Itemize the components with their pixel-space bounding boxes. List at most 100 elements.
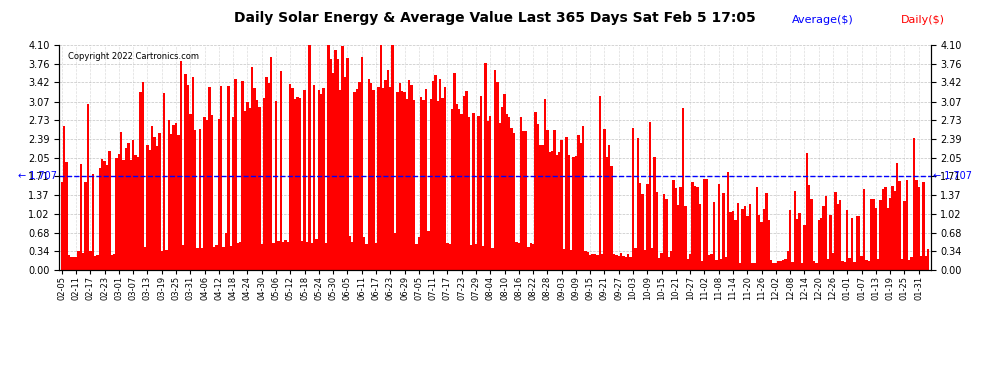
Bar — [258, 107, 260, 270]
Bar — [63, 126, 65, 270]
Bar — [408, 80, 411, 270]
Bar — [451, 110, 453, 270]
Bar — [446, 243, 448, 270]
Bar — [84, 182, 87, 270]
Bar — [225, 233, 228, 270]
Bar — [472, 113, 475, 270]
Bar — [660, 254, 663, 270]
Bar — [677, 205, 679, 270]
Bar — [460, 114, 463, 270]
Bar — [896, 163, 899, 270]
Bar — [889, 198, 891, 270]
Bar — [672, 180, 675, 270]
Bar — [340, 90, 342, 270]
Bar — [862, 189, 865, 270]
Bar — [737, 203, 739, 270]
Bar — [762, 209, 765, 270]
Bar — [630, 257, 632, 270]
Bar — [615, 255, 618, 270]
Bar — [184, 74, 187, 270]
Bar — [767, 220, 770, 270]
Bar — [730, 212, 732, 270]
Bar — [591, 254, 594, 270]
Bar — [908, 260, 911, 270]
Bar — [399, 84, 401, 270]
Bar — [723, 193, 725, 270]
Bar — [172, 125, 175, 270]
Bar — [348, 236, 351, 270]
Bar — [913, 138, 915, 270]
Bar — [230, 246, 232, 270]
Bar — [632, 128, 635, 270]
Bar — [148, 150, 151, 270]
Bar — [639, 183, 642, 270]
Bar — [251, 67, 253, 270]
Bar — [279, 71, 282, 270]
Bar — [923, 182, 925, 270]
Bar — [799, 213, 801, 270]
Bar — [351, 242, 353, 270]
Bar — [779, 261, 782, 270]
Bar — [189, 114, 191, 270]
Bar — [542, 144, 544, 270]
Bar — [637, 138, 639, 270]
Bar — [330, 59, 332, 270]
Bar — [675, 188, 677, 270]
Bar — [318, 90, 320, 270]
Bar — [423, 100, 425, 270]
Bar — [327, 45, 330, 270]
Bar — [270, 57, 272, 270]
Bar — [147, 146, 148, 270]
Bar — [82, 253, 84, 270]
Bar — [667, 258, 670, 270]
Bar — [515, 243, 518, 270]
Bar — [151, 126, 153, 270]
Bar — [558, 152, 560, 270]
Bar — [491, 248, 494, 270]
Bar — [796, 219, 799, 270]
Bar — [377, 87, 379, 270]
Bar — [218, 118, 220, 270]
Bar — [396, 92, 399, 270]
Bar — [813, 261, 815, 270]
Bar — [532, 244, 535, 270]
Bar — [911, 256, 913, 270]
Bar — [108, 151, 111, 270]
Bar — [496, 82, 499, 270]
Bar — [791, 262, 794, 270]
Bar — [565, 136, 567, 270]
Bar — [520, 117, 523, 270]
Bar — [746, 216, 748, 270]
Bar — [170, 134, 172, 270]
Bar — [918, 187, 920, 270]
Bar — [120, 132, 123, 270]
Bar — [903, 201, 906, 270]
Bar — [167, 120, 170, 270]
Bar — [758, 215, 760, 270]
Bar — [853, 262, 855, 270]
Bar — [389, 87, 391, 270]
Bar — [775, 263, 777, 270]
Bar — [425, 89, 427, 270]
Bar — [777, 261, 779, 270]
Bar — [891, 186, 894, 270]
Bar — [235, 79, 237, 270]
Text: Copyright 2022 Cartronics.com: Copyright 2022 Cartronics.com — [68, 52, 199, 61]
Bar — [884, 187, 887, 270]
Bar — [691, 182, 694, 270]
Bar — [867, 261, 870, 270]
Bar — [743, 206, 746, 270]
Bar — [177, 135, 179, 270]
Bar — [439, 79, 442, 270]
Bar — [337, 59, 340, 270]
Bar — [711, 254, 713, 270]
Bar — [870, 199, 872, 270]
Bar — [915, 180, 918, 270]
Bar — [387, 70, 389, 270]
Bar — [642, 194, 644, 270]
Bar — [406, 99, 408, 270]
Bar — [635, 248, 637, 270]
Bar — [106, 165, 108, 270]
Bar — [365, 244, 367, 270]
Bar — [808, 185, 811, 270]
